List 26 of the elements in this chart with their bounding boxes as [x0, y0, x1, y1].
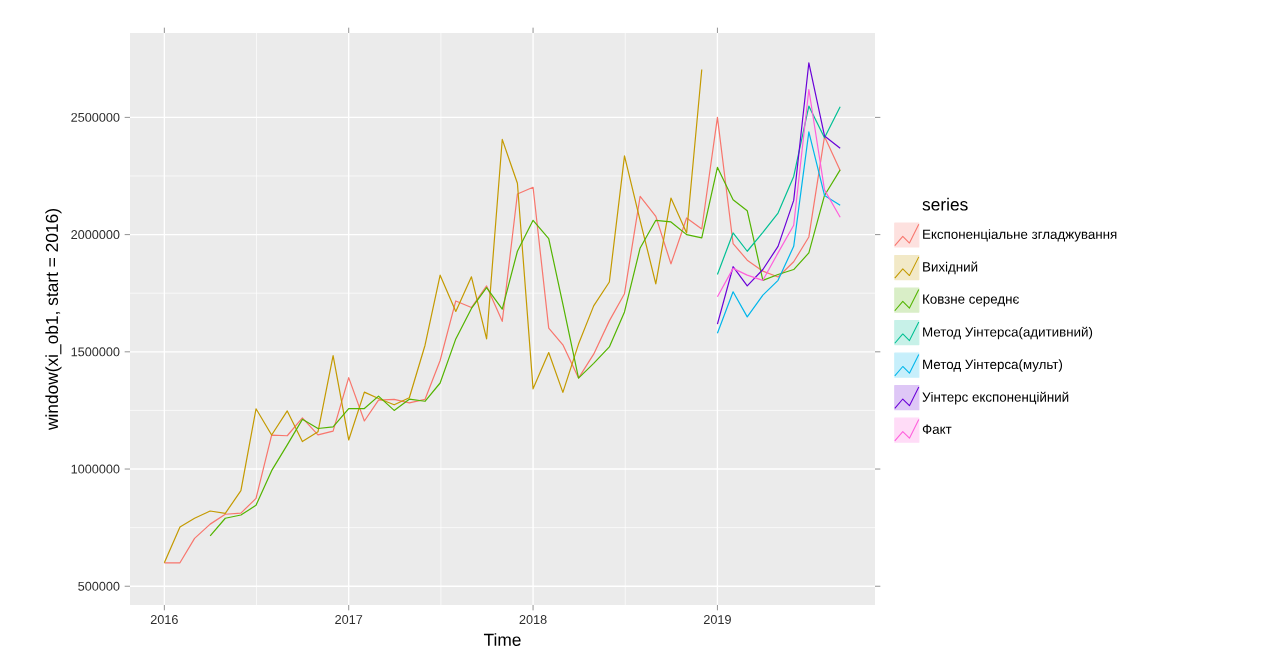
- line-series: [163, 68, 703, 564]
- line-series: [716, 88, 841, 298]
- y-tick-label: 1000000: [71, 464, 120, 474]
- legend-label: Метод Уінтерса(мульт): [923, 359, 1063, 372]
- x-tick-label: 2018: [519, 615, 547, 625]
- legend-label: Метод Уінтерса(адитивний): [923, 326, 1093, 340]
- x-tick-label: 2016: [150, 615, 178, 625]
- line-series: [209, 166, 841, 537]
- line-series: [716, 105, 841, 276]
- x-axis-title: Time: [483, 633, 521, 646]
- legend-label: Вихідний: [923, 261, 978, 275]
- y-tick-label: 1500000: [71, 347, 120, 357]
- line-series: [163, 116, 841, 564]
- x-tick-label: 2017: [335, 615, 363, 625]
- x-tick-label: 2019: [703, 615, 731, 625]
- y-tick-label: 500000: [78, 581, 120, 591]
- legend-label: Ковзне середнє: [923, 294, 1019, 307]
- y-tick-label: 2500000: [71, 112, 120, 122]
- legend-label: Уінтерс експоненційний: [922, 391, 1069, 405]
- line-series: [716, 131, 841, 334]
- legend-title: series: [922, 197, 968, 211]
- line-series: [716, 62, 841, 325]
- legend-label: Експоненціальне згладжування: [923, 229, 1117, 242]
- y-axis-title: window(xi_ob1, start = 2016): [45, 209, 62, 431]
- y-tick-label: 2000000: [71, 230, 120, 240]
- legend-label: Факт: [922, 424, 952, 434]
